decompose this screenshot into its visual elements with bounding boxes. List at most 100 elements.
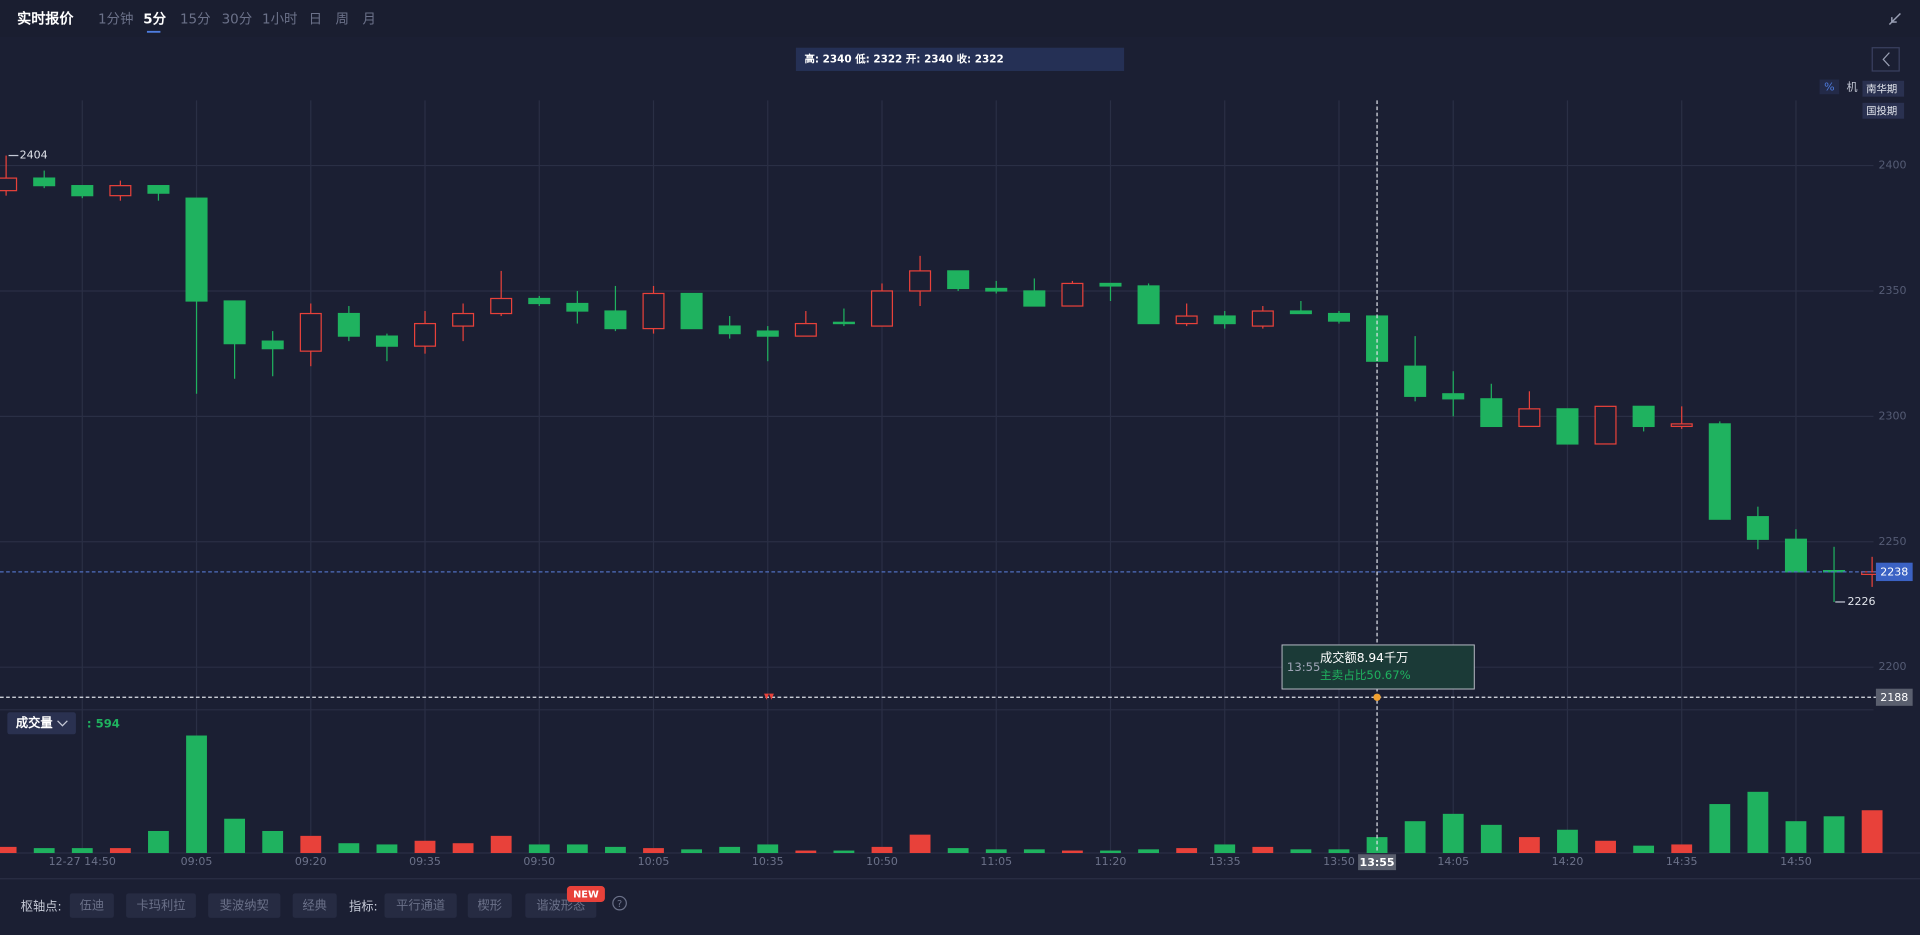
candle-body	[1708, 423, 1731, 520]
candle-body	[1099, 282, 1122, 287]
x-tick-label: 09:05	[181, 855, 213, 868]
volume-bar	[909, 834, 931, 854]
collapse-icon[interactable]	[1888, 12, 1901, 25]
footer-button[interactable]	[384, 893, 457, 918]
timeframe-tab[interactable]: 周	[336, 13, 349, 28]
side-toggle-icon	[1882, 52, 1890, 67]
volume-bar	[1138, 849, 1159, 854]
x-tick-label: 10:35	[752, 855, 784, 868]
candle-body	[1746, 516, 1769, 540]
volume-bar	[643, 848, 664, 854]
top-bar	[0, 0, 1920, 37]
y-tick-label: 2350	[1879, 284, 1907, 297]
candle-body	[0, 177, 18, 192]
tooltip-time: 13:55	[1287, 660, 1320, 674]
footer-button-text: 平行通道	[396, 899, 445, 913]
candle-body	[680, 292, 703, 330]
volume-bar	[452, 843, 474, 854]
y-tick-label: 2250	[1879, 535, 1907, 548]
x-tick-label: 09:20	[295, 855, 327, 868]
volume-bar	[719, 846, 741, 854]
volume-value: : 594	[87, 716, 120, 730]
candle-body	[985, 287, 1008, 292]
volume-bar	[1328, 849, 1350, 854]
candle-body	[1480, 398, 1503, 428]
timeframe-tab[interactable]: 15分	[180, 12, 211, 28]
footer-button[interactable]	[126, 893, 196, 918]
candle-body	[1556, 408, 1579, 445]
pivot-label: 枢轴点:	[21, 898, 62, 913]
ohlc-box	[795, 47, 1125, 71]
x-tick-label: 09:50	[523, 855, 555, 868]
footer-button[interactable]	[467, 893, 512, 918]
volume-bar	[1366, 837, 1388, 854]
candle-body	[604, 310, 627, 330]
volume-bar	[0, 846, 17, 854]
x-tick-label: 14:35	[1666, 855, 1698, 868]
footer-button-text: 楔形	[478, 899, 502, 913]
x-tick-label: 14:05	[1437, 855, 1469, 868]
new-badge-text: NEW	[573, 890, 599, 901]
broker-tag[interactable]	[1862, 102, 1905, 119]
volume-bar	[338, 843, 360, 854]
footer-button[interactable]	[69, 893, 114, 918]
crosshair-price-box	[1875, 688, 1913, 706]
timeframe-tab[interactable]: 5分	[143, 12, 166, 28]
percent-button[interactable]	[1819, 79, 1840, 95]
timeframe-tab[interactable]: 月	[362, 13, 375, 28]
candle-body	[756, 330, 779, 337]
candle-body	[375, 335, 398, 347]
timeframe-tab[interactable]: 日	[309, 13, 322, 28]
help-icon[interactable]	[612, 895, 627, 911]
volume-bar	[1747, 791, 1769, 854]
broker-name: 南华期	[1866, 82, 1897, 95]
footer-button[interactable]	[292, 893, 337, 918]
broker-tag[interactable]	[1862, 80, 1905, 97]
last-price-label: 2238	[1880, 565, 1908, 578]
footer-button-text: 斐波纳契	[220, 899, 269, 913]
candle-body	[832, 321, 855, 325]
timeframe-tab[interactable]: 30分	[222, 12, 253, 28]
volume-bar	[528, 844, 550, 854]
volume-dropdown[interactable]	[7, 712, 76, 735]
volume-bar	[1633, 845, 1655, 854]
min-label: 2226	[1848, 595, 1876, 608]
volume-bar	[148, 830, 169, 854]
volume-bar	[1176, 848, 1198, 854]
footer-button-text: 卡玛利拉	[137, 898, 186, 913]
candle-body	[337, 312, 360, 337]
candle-body	[452, 312, 475, 327]
candle-body	[947, 270, 970, 290]
ohlc-text: 高: 2340 低: 2322 开: 2340 收: 2322	[804, 52, 1003, 65]
volume-bar	[300, 835, 322, 854]
x-tick-label: 13:50	[1323, 855, 1355, 868]
crosshair-time-label: 13:55	[1360, 856, 1395, 869]
volume-bar	[1214, 844, 1236, 854]
institution-text: 机	[1847, 80, 1858, 94]
volume-bar	[1557, 829, 1578, 854]
x-tick-label: 10:05	[638, 855, 670, 868]
candle-body	[1784, 538, 1807, 573]
volume-bar	[1595, 840, 1616, 854]
candle-body	[71, 185, 94, 197]
candle-body	[147, 185, 170, 194]
x-tick-label: 12-27 14:50	[49, 855, 116, 868]
candle-body	[109, 185, 132, 197]
x-tick-label: 14:50	[1780, 855, 1812, 868]
volume-bar	[1861, 810, 1883, 854]
candle-body	[1594, 405, 1617, 445]
timeframe-tab[interactable]: 1分钟	[98, 11, 133, 28]
candle-body	[528, 297, 551, 305]
timeframe-tab[interactable]: 1小时	[262, 12, 297, 28]
footer-button[interactable]	[208, 893, 281, 918]
candle-body	[223, 300, 246, 345]
crosshair-price-label: 2188	[1880, 691, 1908, 704]
volume-bar	[947, 848, 969, 854]
x-tick-label: 10:50	[866, 855, 898, 868]
volume-bar	[985, 849, 1007, 854]
tooltip	[1281, 644, 1475, 690]
side-toggle[interactable]	[1871, 47, 1900, 72]
volume-bar	[1290, 849, 1312, 854]
volume-bar	[1518, 837, 1540, 854]
